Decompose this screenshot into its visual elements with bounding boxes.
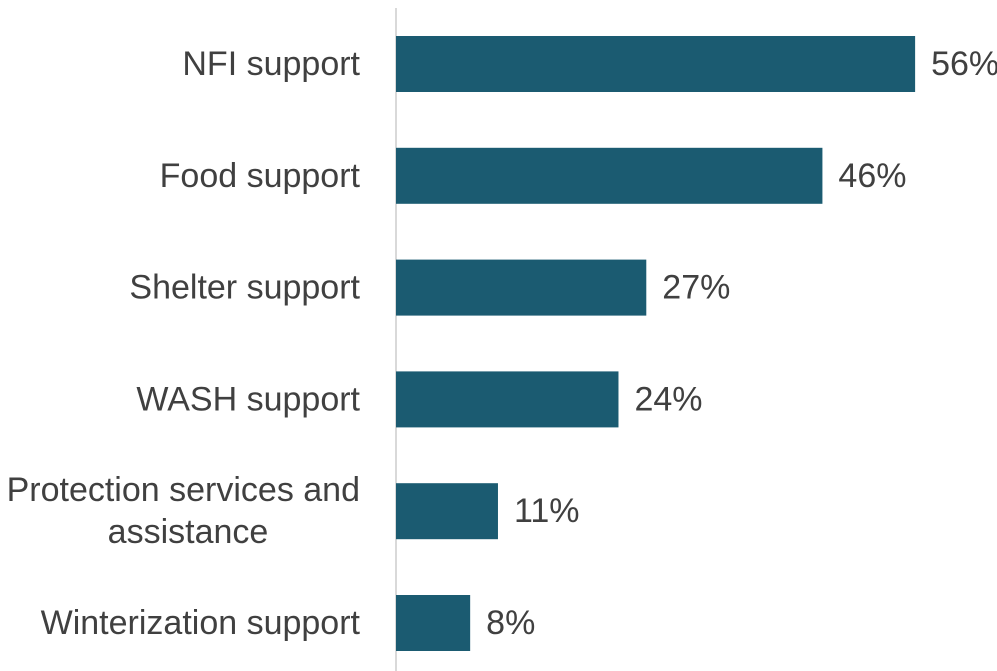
value-label: 27% xyxy=(662,269,730,307)
category-label: Winterization support xyxy=(41,604,361,642)
category-label: NFI support xyxy=(182,45,360,83)
value-label: 56% xyxy=(931,45,997,83)
bar xyxy=(396,259,647,316)
bar xyxy=(396,147,823,204)
value-label: 24% xyxy=(634,380,702,418)
value-label: 8% xyxy=(486,604,535,642)
category-label: Protection services and assistance xyxy=(7,471,360,551)
value-label: 46% xyxy=(838,157,906,195)
bar xyxy=(396,595,471,651)
value-label: 11% xyxy=(514,492,580,530)
category-label: Shelter support xyxy=(129,269,360,307)
bar xyxy=(396,36,916,92)
bar xyxy=(396,483,498,540)
bar xyxy=(396,371,619,428)
category-label: Food support xyxy=(160,157,361,195)
category-label: WASH support xyxy=(136,380,360,418)
